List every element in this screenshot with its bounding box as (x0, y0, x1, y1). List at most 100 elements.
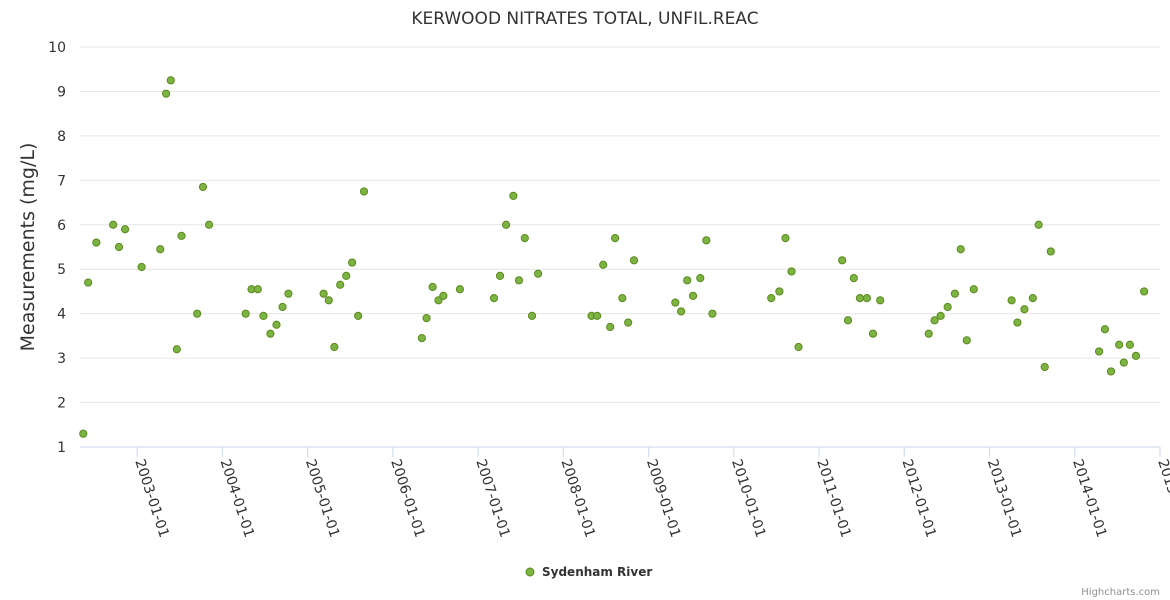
data-point[interactable] (618, 294, 627, 303)
data-point[interactable] (1140, 287, 1149, 296)
data-point[interactable] (266, 329, 275, 338)
data-point[interactable] (1094, 347, 1104, 356)
data-point[interactable] (324, 296, 333, 305)
data-point[interactable] (439, 291, 448, 300)
data-point[interactable] (1028, 294, 1037, 303)
data-point[interactable] (79, 429, 88, 438)
data-point[interactable] (781, 234, 790, 243)
data-point[interactable] (794, 342, 803, 352)
data-point[interactable] (677, 307, 686, 316)
data-point[interactable] (120, 225, 130, 234)
data-point[interactable] (610, 234, 620, 243)
credits-link[interactable]: Highcharts.com (1081, 587, 1160, 598)
data-point[interactable] (455, 285, 465, 294)
data-point[interactable] (422, 314, 431, 323)
data-point[interactable] (606, 322, 615, 332)
data-point[interactable] (1020, 305, 1029, 314)
data-point[interactable] (330, 342, 339, 352)
data-point[interactable] (855, 294, 864, 303)
data-point[interactable] (502, 220, 511, 229)
data-point[interactable] (156, 245, 165, 254)
data-point[interactable] (1131, 351, 1141, 360)
data-point[interactable] (109, 220, 118, 229)
data-point[interactable] (943, 302, 952, 312)
data-point[interactable] (962, 336, 971, 345)
data-point[interactable] (193, 309, 202, 318)
data-point[interactable] (930, 316, 939, 325)
y-tick-label: 9 (57, 84, 66, 100)
data-point[interactable] (177, 231, 186, 240)
data-point[interactable] (533, 269, 543, 278)
data-point[interactable] (284, 289, 293, 298)
data-point[interactable] (1034, 220, 1043, 229)
data-point[interactable] (593, 311, 602, 320)
data-point[interactable] (489, 294, 499, 303)
grid-lines (80, 46, 1160, 404)
data-point[interactable] (876, 296, 885, 305)
data-point[interactable] (272, 320, 281, 329)
data-point[interactable] (787, 267, 796, 276)
data-point[interactable] (509, 191, 518, 200)
data-point[interactable] (1007, 296, 1016, 305)
data-point[interactable] (936, 311, 945, 320)
y-tick-label: 10 (48, 40, 66, 56)
data-point[interactable] (162, 89, 171, 98)
data-point[interactable] (241, 309, 250, 318)
data-point[interactable] (775, 287, 784, 296)
data-point[interactable] (1040, 362, 1049, 372)
data-point[interactable] (683, 276, 692, 285)
data-point[interactable] (599, 260, 608, 269)
data-point[interactable] (696, 274, 705, 283)
data-point[interactable] (495, 271, 505, 280)
data-point[interactable] (1125, 340, 1134, 349)
data-point[interactable] (336, 280, 345, 289)
data-point[interactable] (1013, 318, 1022, 327)
data-point[interactable] (359, 187, 369, 196)
data-point[interactable] (702, 236, 711, 245)
data-point[interactable] (348, 258, 357, 267)
data-point[interactable] (319, 289, 328, 298)
data-point[interactable] (956, 245, 965, 254)
data-point[interactable] (849, 274, 858, 283)
data-point[interactable] (514, 276, 524, 285)
data-point[interactable] (671, 298, 680, 307)
data-point[interactable] (1119, 358, 1128, 367)
data-point[interactable] (862, 294, 871, 303)
data-point[interactable] (114, 242, 124, 252)
series-sydenham-river (79, 76, 1149, 438)
data-point[interactable] (838, 256, 847, 265)
data-point[interactable] (708, 309, 717, 318)
legend-item-sydenham-river[interactable]: Sydenham River (542, 565, 652, 579)
data-point[interactable] (527, 311, 537, 320)
legend-marker[interactable] (525, 567, 535, 577)
data-point[interactable] (1106, 367, 1116, 376)
data-point[interactable] (629, 256, 639, 265)
data-point[interactable] (137, 262, 146, 272)
data-point[interactable] (354, 311, 363, 320)
data-point[interactable] (767, 294, 776, 303)
data-point[interactable] (417, 334, 426, 343)
data-point[interactable] (624, 318, 633, 327)
data-point[interactable] (868, 329, 878, 338)
legend[interactable]: Sydenham River (525, 565, 652, 579)
data-point[interactable] (84, 278, 93, 287)
data-point[interactable] (259, 311, 268, 320)
data-point[interactable] (520, 234, 529, 243)
data-point[interactable] (688, 291, 698, 300)
data-point[interactable] (924, 329, 933, 338)
data-point[interactable] (204, 220, 214, 229)
data-point[interactable] (428, 282, 437, 292)
data-point[interactable] (950, 289, 959, 298)
data-point[interactable] (1100, 325, 1110, 334)
data-point[interactable] (1046, 247, 1055, 256)
data-point[interactable] (342, 271, 351, 280)
data-point[interactable] (166, 76, 175, 85)
data-point[interactable] (1115, 340, 1124, 349)
data-point[interactable] (198, 182, 208, 192)
data-point[interactable] (253, 285, 262, 294)
data-point[interactable] (969, 285, 978, 294)
data-point[interactable] (843, 316, 853, 325)
data-point[interactable] (278, 302, 287, 312)
data-point[interactable] (92, 238, 101, 247)
data-point[interactable] (172, 345, 181, 354)
